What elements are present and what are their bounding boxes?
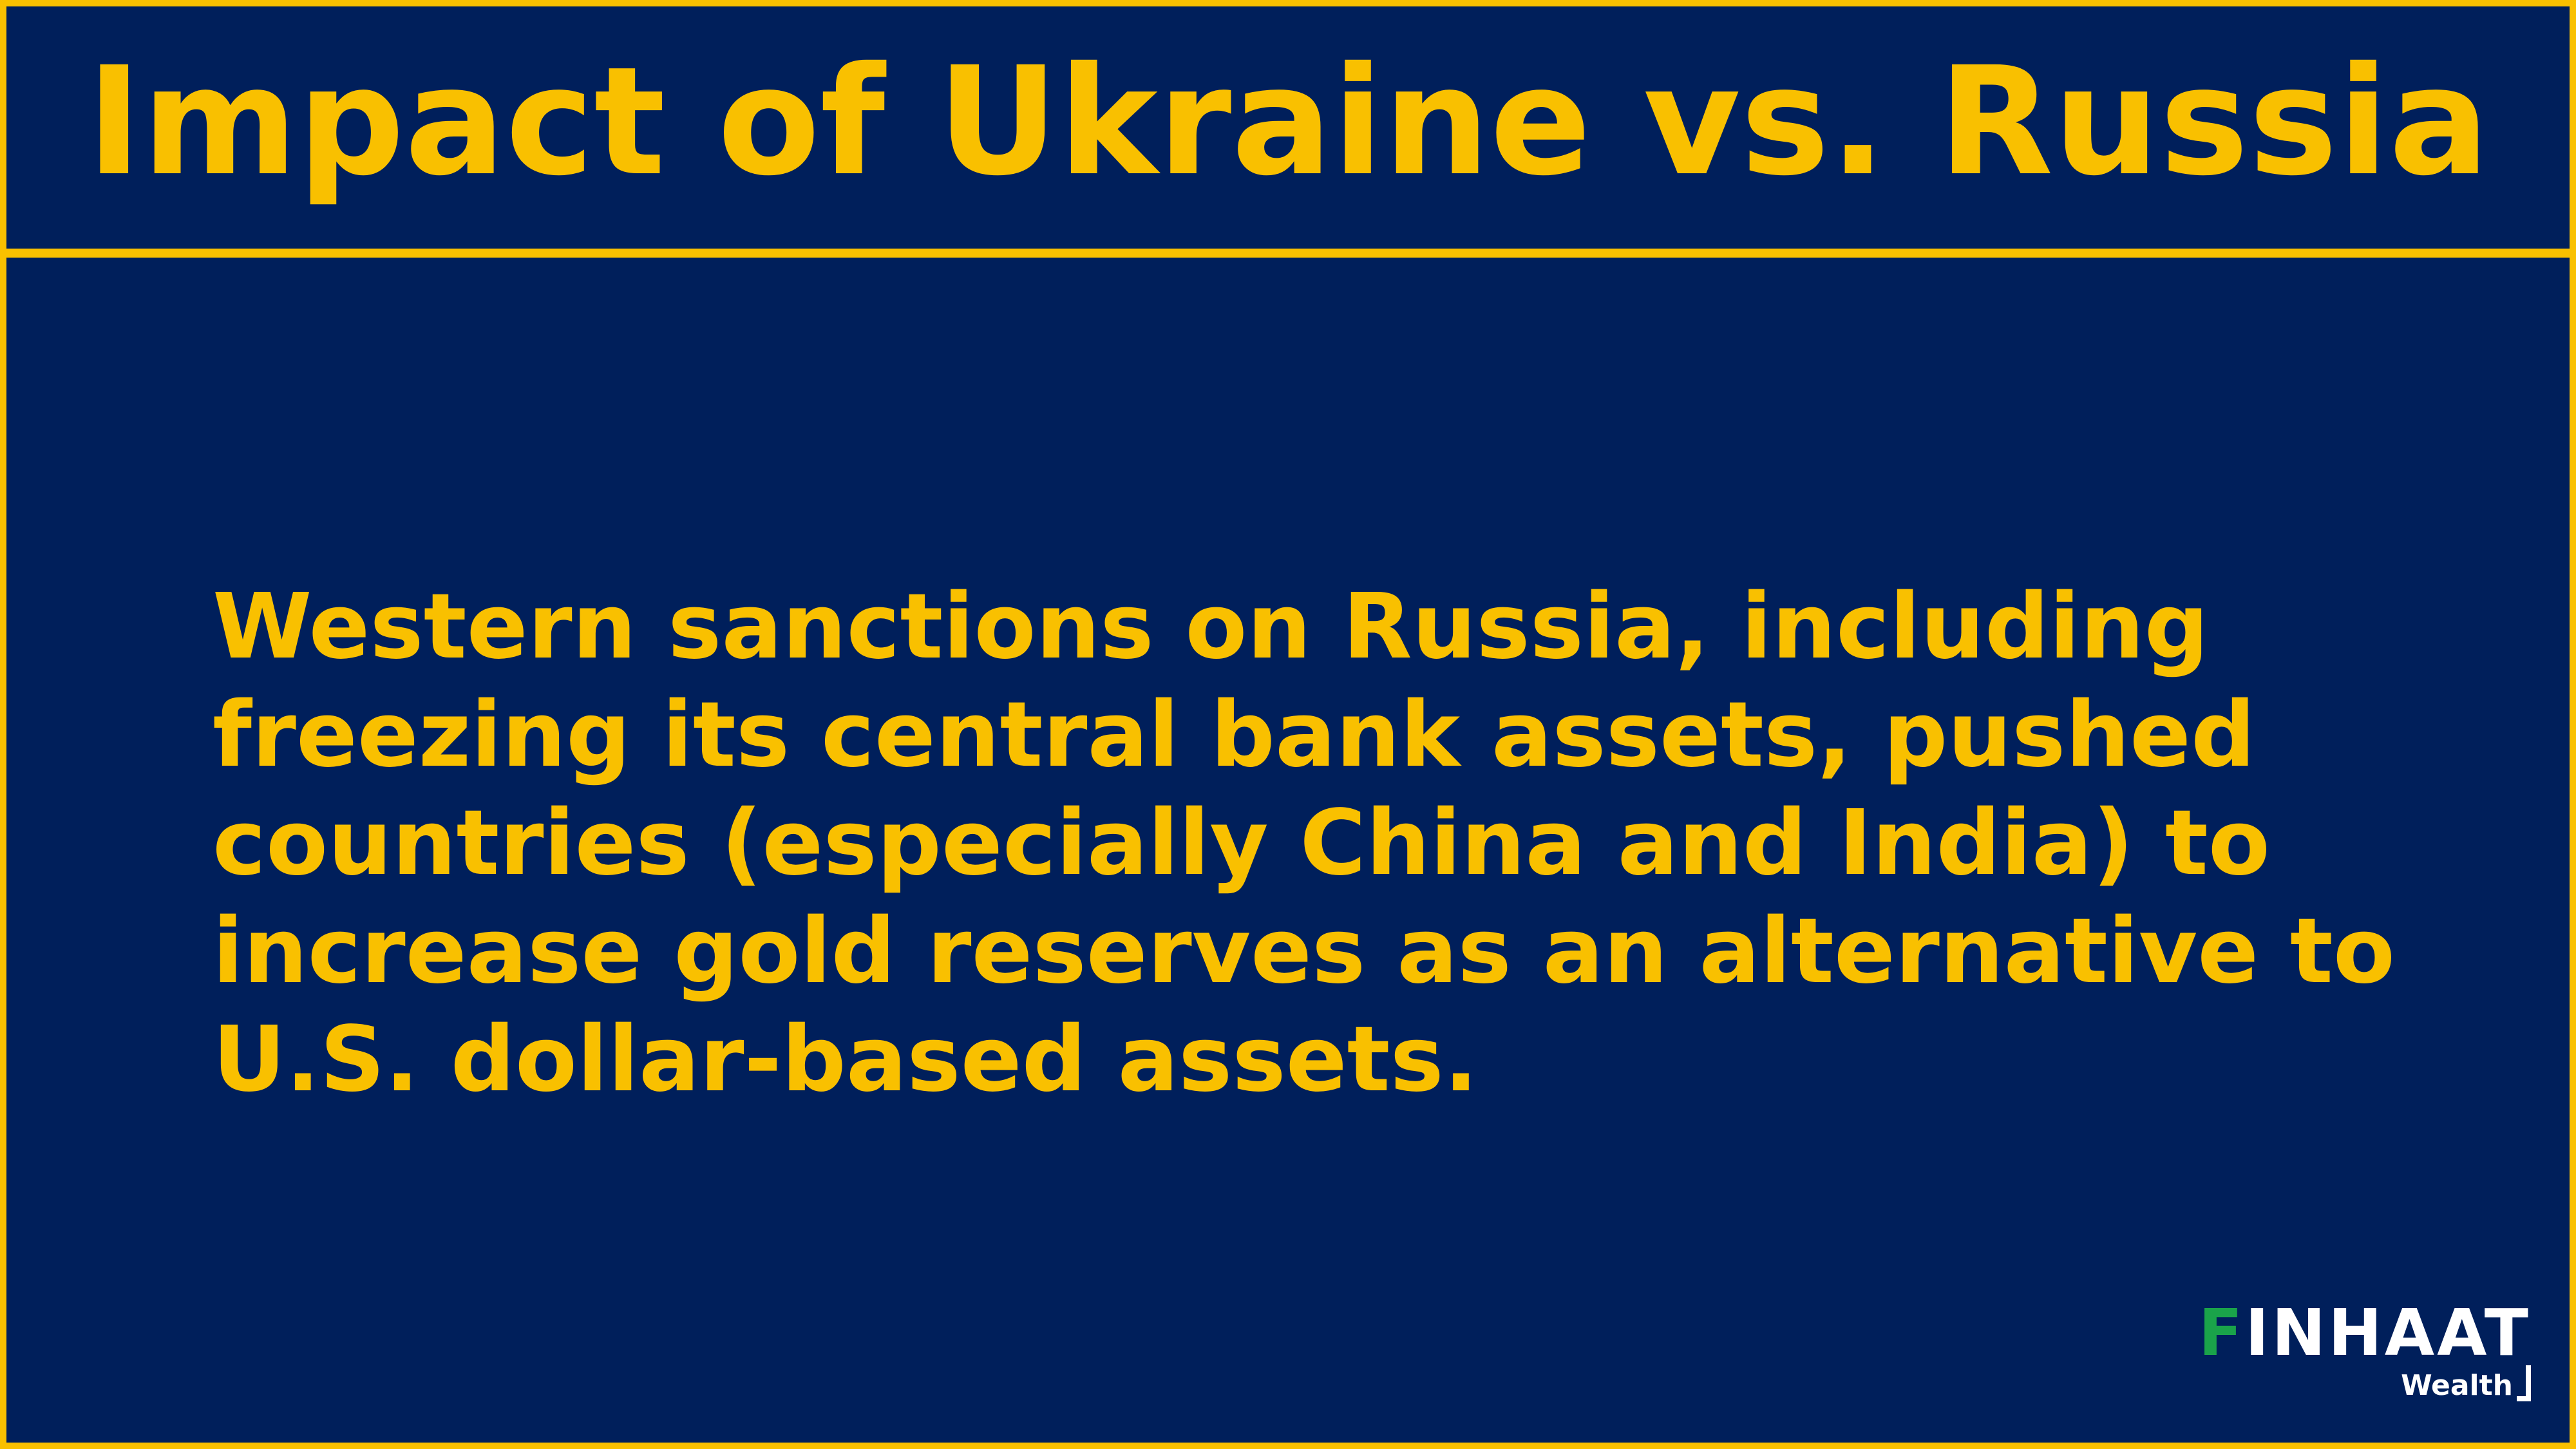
logo-sub-label: Wealth xyxy=(2401,1369,2513,1402)
page-title: Impact of Ukraine vs. Russia xyxy=(86,35,2490,209)
title-bar: Impact of Ukraine vs. Russia xyxy=(6,6,2570,258)
logo-name-rest: INHAAT xyxy=(2245,1295,2531,1370)
logo-wordmark: FINHAAT xyxy=(2199,1301,2531,1365)
logo-first-letter: F xyxy=(2198,1295,2246,1370)
body-paragraph: Western sanctions on Russia, including f… xyxy=(213,574,2395,1112)
finhaat-wealth-logo: FINHAAT Wealth xyxy=(2199,1301,2531,1417)
logo-bracket-icon xyxy=(2517,1365,2531,1401)
